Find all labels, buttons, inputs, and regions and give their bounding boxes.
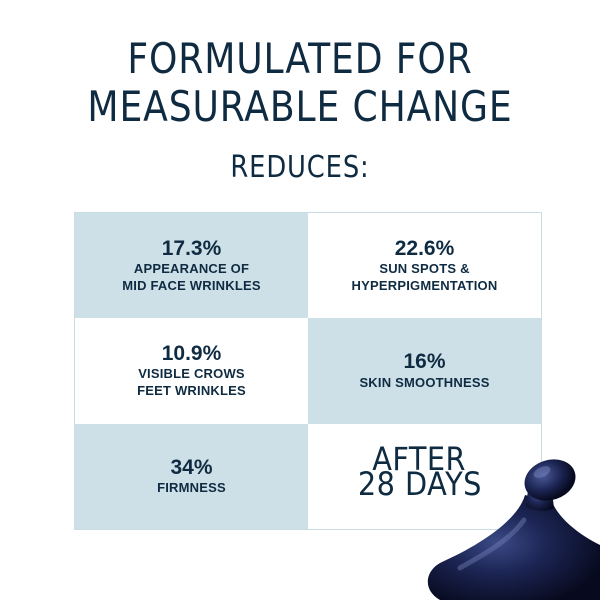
after-label-line-2: 28 DAYS: [357, 465, 482, 504]
subhead: REDUCES:: [230, 150, 370, 185]
results-grid: 17.3% APPEARANCE OF MID FACE WRINKLES 22…: [74, 212, 542, 530]
stat-percent: 34%: [170, 455, 213, 479]
stat-cell-mid-face-wrinkles: 17.3% APPEARANCE OF MID FACE WRINKLES: [75, 213, 308, 319]
stat-percent: 22.6%: [394, 236, 455, 260]
stat-label-line-2: HYPERPIGMENTATION: [351, 277, 498, 293]
stat-label-line-1: APPEARANCE OF: [133, 260, 250, 276]
stat-cell-firmness: 34% FIRMNESS: [75, 423, 308, 529]
stat-cell-sun-spots: 22.6% SUN SPOTS & HYPERPIGMENTATION: [308, 213, 541, 319]
stat-cell-crows-feet: 10.9% VISIBLE CROWS FEET WRINKLES: [75, 318, 308, 424]
stat-cell-skin-smoothness: 16% SKIN SMOOTHNESS: [308, 318, 541, 424]
stat-percent: 10.9%: [161, 342, 222, 366]
headline-line-1: FORMULATED FOR: [127, 34, 473, 83]
after-28-days-cell: AFTER 28 DAYS: [308, 423, 541, 529]
stat-percent: 17.3%: [161, 236, 222, 260]
after-label-line-1: AFTER: [372, 439, 467, 478]
stat-label-line-1: VISIBLE CROWS: [138, 366, 245, 382]
skincare-device-image: [427, 459, 600, 600]
stat-label-line-1: SKIN SMOOTHNESS: [359, 374, 490, 390]
stat-label-line-1: SUN SPOTS &: [379, 260, 470, 276]
headline-line-2: MEASURABLE CHANGE: [87, 82, 513, 131]
stat-label-line-2: FEET WRINKLES: [137, 383, 246, 399]
stat-label-line-2: MID FACE WRINKLES: [122, 277, 261, 293]
stat-percent: 16%: [403, 350, 446, 374]
stat-label-line-1: FIRMNESS: [157, 479, 226, 495]
